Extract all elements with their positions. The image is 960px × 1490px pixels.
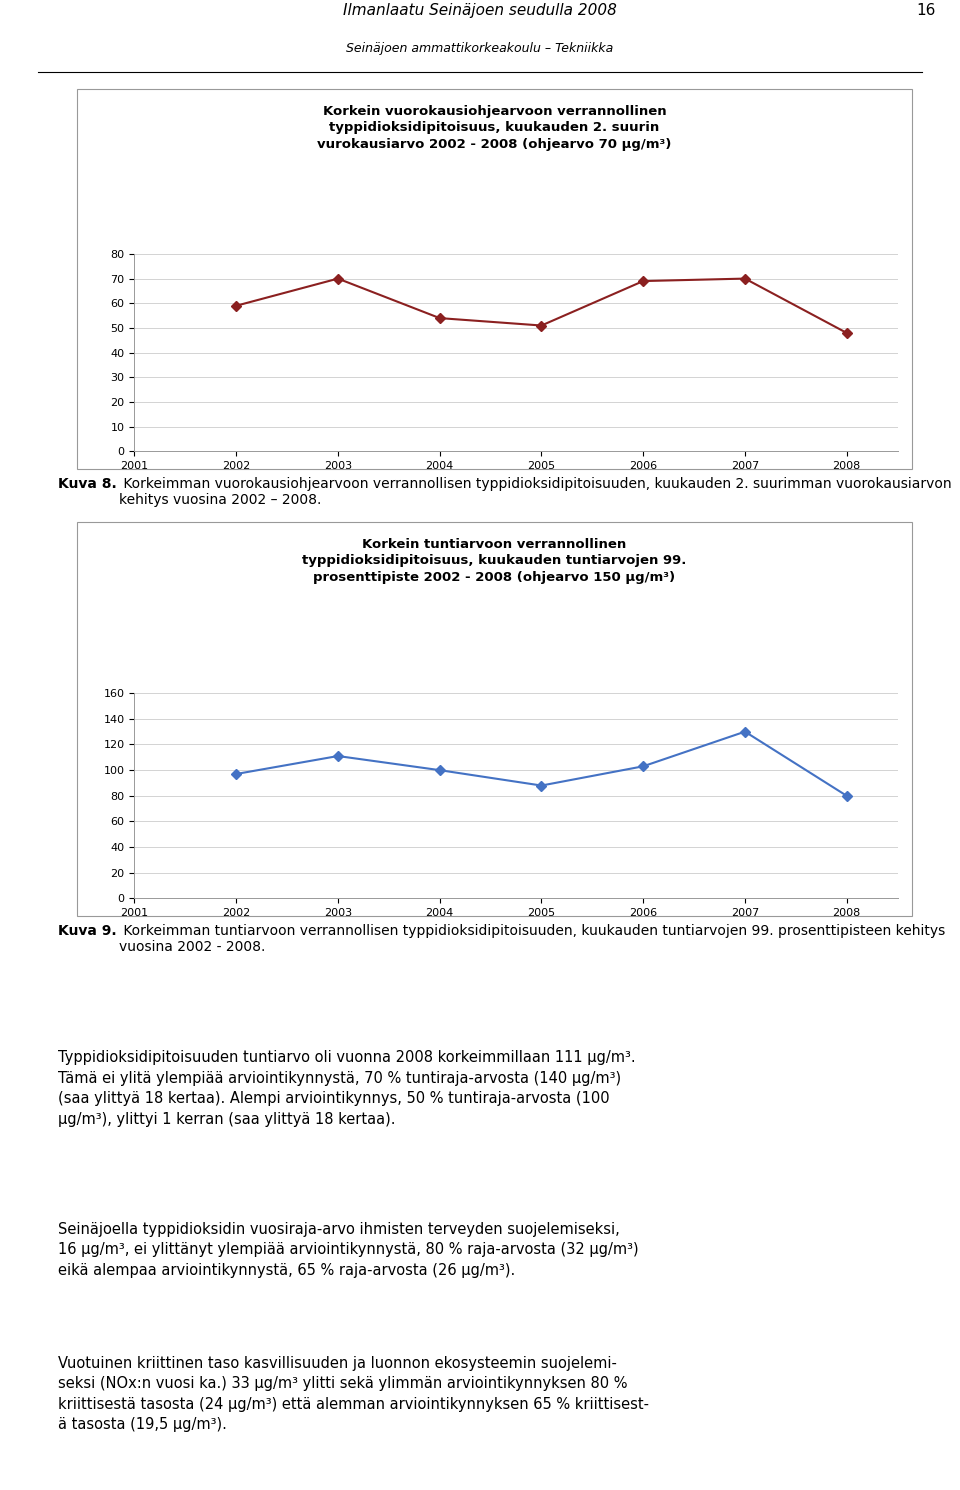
Text: Typpidioksidipitoisuuden tuntiarvo oli vuonna 2008 korkeimmillaan 111 μg/m³.
Täm: Typpidioksidipitoisuuden tuntiarvo oli v… xyxy=(58,1050,636,1126)
Text: Ilmanlaatu Seinäjoen seudulla 2008: Ilmanlaatu Seinäjoen seudulla 2008 xyxy=(343,3,617,18)
Text: Korkeimman tuntiarvoon verrannollisen typpidioksidipitoisuuden, kuukauden tuntia: Korkeimman tuntiarvoon verrannollisen ty… xyxy=(119,924,946,954)
Text: Korkein vuorokausiohjearvoon verrannollinen
typpidioksidipitoisuus, kuukauden 2.: Korkein vuorokausiohjearvoon verrannolli… xyxy=(317,104,672,150)
Text: Seinäjoen ammattikorkeakoulu – Tekniikka: Seinäjoen ammattikorkeakoulu – Tekniikka xyxy=(347,42,613,55)
Text: 16: 16 xyxy=(917,3,936,18)
Text: Korkeimman vuorokausiohjearvoon verrannollisen typpidioksidipitoisuuden, kuukaud: Korkeimman vuorokausiohjearvoon verranno… xyxy=(119,477,952,507)
Text: Vuotuinen kriittinen taso kasvillisuuden ja luonnon ekosysteemin suojelemi-
seks: Vuotuinen kriittinen taso kasvillisuuden… xyxy=(58,1356,649,1432)
Text: Seinäjoella typpidioksidin vuosiraja-arvo ihmisten terveyden suojelemiseksi,
16 : Seinäjoella typpidioksidin vuosiraja-arv… xyxy=(58,1222,638,1277)
Text: Korkein tuntiarvoon verrannollinen
typpidioksidipitoisuus, kuukauden tuntiarvoje: Korkein tuntiarvoon verrannollinen typpi… xyxy=(302,538,686,584)
Text: Kuva 9.: Kuva 9. xyxy=(58,924,116,937)
Text: Kuva 8.: Kuva 8. xyxy=(58,477,116,490)
